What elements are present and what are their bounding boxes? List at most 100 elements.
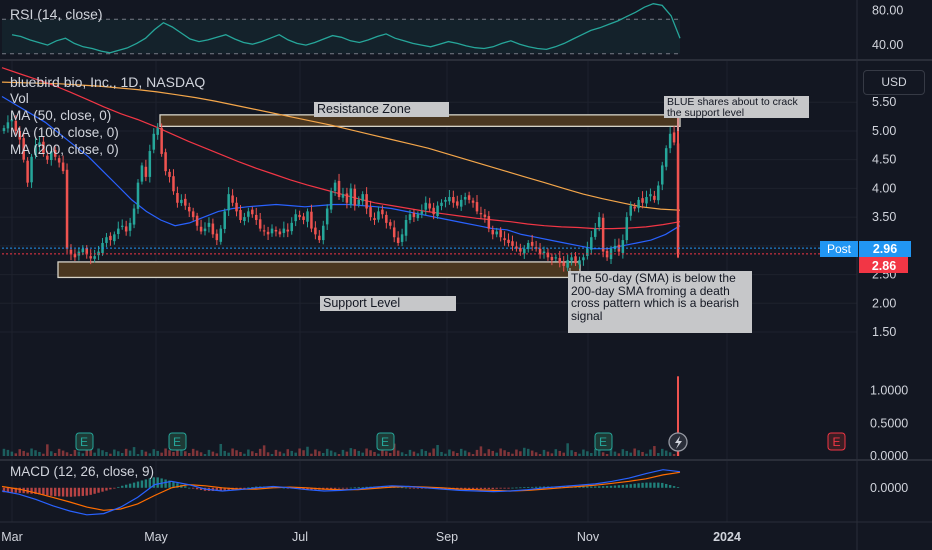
candle-body[interactable] <box>93 256 96 259</box>
volume-bar[interactable] <box>140 449 144 456</box>
volume-bar[interactable] <box>239 451 242 456</box>
ma100-line[interactable] <box>1 67 681 230</box>
volume-bar[interactable] <box>195 450 199 456</box>
candle-body[interactable] <box>2 128 6 131</box>
volume-bar[interactable] <box>223 450 226 456</box>
volume-bar[interactable] <box>534 452 538 456</box>
volume-bar[interactable] <box>668 452 672 456</box>
volume-bar[interactable] <box>578 453 581 456</box>
candle-body[interactable] <box>448 197 451 202</box>
volume-bar[interactable] <box>207 449 211 456</box>
candle-body[interactable] <box>235 202 238 212</box>
candle-body[interactable] <box>38 142 41 146</box>
candle-body[interactable] <box>613 245 617 250</box>
volume-bar[interactable] <box>247 449 250 456</box>
volume-bar[interactable] <box>124 448 128 456</box>
candle-body[interactable] <box>219 228 223 242</box>
volume-bar[interactable] <box>353 449 357 456</box>
candle-body[interactable] <box>436 205 439 216</box>
candle-body[interactable] <box>243 217 246 222</box>
volume-bar[interactable] <box>337 454 341 456</box>
candle-body[interactable] <box>590 237 593 250</box>
candle-body[interactable] <box>254 214 258 220</box>
candle-body[interactable] <box>629 205 632 216</box>
volume-bar[interactable] <box>254 453 258 456</box>
volume-bar[interactable] <box>341 449 345 456</box>
volume-bar[interactable] <box>392 443 396 456</box>
volume-bar[interactable] <box>664 450 668 456</box>
volume-bar[interactable] <box>404 454 408 456</box>
ma50-line[interactable] <box>1 95 681 250</box>
volume-bar[interactable] <box>526 448 530 456</box>
candle-body[interactable] <box>432 207 435 215</box>
volume-bar[interactable] <box>191 448 195 456</box>
candle-body[interactable] <box>184 198 187 206</box>
candle-body[interactable] <box>113 234 116 242</box>
volume-bar[interactable] <box>444 453 447 456</box>
ma200-legend[interactable]: MA (200, close, 0) <box>10 142 119 157</box>
candle-body[interactable] <box>357 199 360 205</box>
candle-body[interactable] <box>65 169 69 249</box>
candle-body[interactable] <box>365 194 368 209</box>
candle-body[interactable] <box>593 228 597 237</box>
volume-bar[interactable] <box>483 453 487 456</box>
volume-bar[interactable] <box>377 453 380 456</box>
volume-bar[interactable] <box>93 452 96 456</box>
candle-body[interactable] <box>483 214 487 218</box>
volume-bar[interactable] <box>329 450 333 456</box>
candle-body[interactable] <box>50 151 53 161</box>
volume-bar[interactable] <box>69 454 73 456</box>
volume-bar[interactable] <box>282 453 286 456</box>
volume-bar[interactable] <box>235 450 238 456</box>
candle-body[interactable] <box>664 148 668 167</box>
volume-bar[interactable] <box>499 448 502 456</box>
candle-body[interactable] <box>168 171 171 177</box>
candle-body[interactable] <box>601 217 605 252</box>
volume-bar[interactable] <box>349 448 353 456</box>
volume-bar[interactable] <box>176 448 179 456</box>
candle-body[interactable] <box>140 165 144 182</box>
volume-bar[interactable] <box>294 452 297 456</box>
volume-bar[interactable] <box>227 452 230 456</box>
volume-bar[interactable] <box>278 451 282 456</box>
candle-body[interactable] <box>495 231 498 235</box>
candle-body[interactable] <box>128 222 132 231</box>
volume-bar[interactable] <box>310 453 313 456</box>
volume-bar[interactable] <box>562 452 565 456</box>
volume-bar[interactable] <box>306 446 309 456</box>
volume-bar[interactable] <box>10 451 14 456</box>
volume-bar[interactable] <box>432 448 435 456</box>
candle-body[interactable] <box>160 127 163 154</box>
volume-bar[interactable] <box>416 453 420 456</box>
volume-bar[interactable] <box>479 446 483 456</box>
volume-bar[interactable] <box>61 450 65 456</box>
volume-bar[interactable] <box>456 453 459 456</box>
volume-bar[interactable] <box>46 444 49 456</box>
candle-body[interactable] <box>144 166 148 177</box>
volume-bar[interactable] <box>597 450 601 456</box>
upcoming-earnings-marker[interactable] <box>827 432 846 451</box>
candle-body[interactable] <box>574 256 577 264</box>
volume-bar[interactable] <box>523 447 526 456</box>
candle-body[interactable] <box>408 214 412 220</box>
candle-body[interactable] <box>649 194 652 197</box>
candle-body[interactable] <box>538 248 542 255</box>
volume-bar[interactable] <box>132 447 136 456</box>
volume-bar[interactable] <box>215 453 219 456</box>
candle-body[interactable] <box>34 145 37 156</box>
volume-bar[interactable] <box>26 452 29 456</box>
volume-bar[interactable] <box>471 454 475 456</box>
candle-body[interactable] <box>85 248 89 255</box>
volume-bar[interactable] <box>629 452 632 456</box>
volume-bar[interactable] <box>298 448 301 456</box>
candle-body[interactable] <box>42 141 45 154</box>
volume-bar[interactable] <box>408 449 412 456</box>
candle-body[interactable] <box>463 197 467 200</box>
volume-bar[interactable] <box>113 449 116 456</box>
volume-bar[interactable] <box>109 453 112 456</box>
resistance-zone-label[interactable]: Resistance Zone <box>314 102 449 117</box>
candle-body[interactable] <box>341 194 345 198</box>
volume-bar[interactable] <box>199 452 203 456</box>
volume-bar[interactable] <box>530 450 534 456</box>
volume-bar[interactable] <box>637 450 640 456</box>
